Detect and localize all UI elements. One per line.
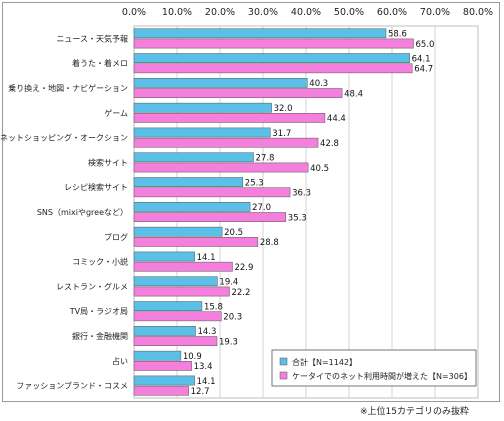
category-label: TV局・ラジオ局 (69, 307, 128, 316)
bar-total (133, 226, 223, 237)
category-label: 着うた・着メロ (72, 58, 128, 68)
bar-increased (133, 212, 287, 222)
category-label: ゲーム (104, 108, 128, 118)
data-label: 64.7 (414, 65, 433, 75)
category-label: 銀行・金融機関 (72, 331, 128, 341)
data-label: 19.4 (219, 278, 238, 288)
category-label: ブログ (104, 232, 128, 242)
data-label: 44.4 (327, 114, 346, 124)
x-tick-label: 20.0% (205, 7, 235, 18)
data-label: 27.0 (252, 203, 271, 213)
bar-total (133, 326, 196, 336)
bar-increased (133, 187, 291, 198)
data-label: 20.3 (223, 313, 242, 323)
x-tick-label: 40.0% (291, 7, 321, 18)
bar-increased (133, 237, 259, 247)
bar-increased (133, 361, 192, 371)
legend (271, 349, 477, 387)
category-label: SNS（mixiやgreeなど） (37, 208, 128, 217)
data-label: 48.4 (344, 89, 363, 99)
bar-total (133, 350, 182, 361)
data-label: 40.5 (310, 164, 329, 174)
bar-total (133, 78, 308, 88)
bar-total (133, 375, 195, 386)
data-label: 64.1 (412, 54, 431, 64)
x-tick-label: 60.0% (377, 7, 407, 18)
data-label: 65.0 (416, 40, 435, 50)
legend-swatch (279, 357, 288, 366)
data-label: 31.7 (272, 129, 291, 139)
footnote: ※上位15カテゴリのみ抜粋 (360, 407, 469, 417)
data-label: 40.3 (309, 79, 328, 89)
bar-increased (133, 261, 233, 272)
category-label: 検索サイト (88, 157, 128, 167)
bar-increased (133, 38, 414, 49)
x-tick-label: 50.0% (334, 7, 364, 18)
bar-total (133, 28, 387, 39)
bar-total (133, 177, 244, 187)
bar-increased (133, 113, 326, 123)
bar-increased (133, 311, 222, 322)
x-tick-label: 10.0% (162, 7, 192, 18)
data-label: 14.1 (197, 377, 216, 387)
bar-total (133, 276, 218, 287)
data-label: 25.3 (245, 178, 264, 188)
data-label: 12.7 (191, 387, 210, 397)
data-label: 14.1 (197, 253, 216, 263)
data-label: 35.3 (288, 213, 307, 223)
bar-total (133, 152, 254, 163)
category-label: ネットショッピング・オークション (0, 133, 128, 143)
bar-increased (133, 162, 309, 173)
bar-increased (133, 63, 413, 74)
legend-swatch (279, 371, 288, 380)
data-label: 14.3 (197, 327, 216, 337)
legend-label: 合計【N=1142】 (292, 357, 357, 367)
bar-total (133, 202, 251, 212)
x-tick-label: 70.0% (420, 7, 450, 18)
bar-total (133, 251, 195, 262)
bar-increased (133, 137, 319, 148)
bar-total (133, 301, 203, 311)
category-label: 乗り換え・地図・ナビゲーション (8, 83, 128, 93)
data-label: 15.8 (204, 302, 223, 312)
category-label: ニュース・天気予報 (56, 33, 128, 43)
category-label: コミック・小説 (72, 257, 128, 267)
data-label: 28.8 (260, 238, 279, 248)
data-label: 42.8 (320, 139, 339, 149)
bar-increased (133, 286, 230, 297)
data-label: 10.9 (183, 352, 202, 362)
data-label: 32.0 (274, 104, 293, 114)
category-label: ファッションブランド・コスメ (16, 381, 128, 391)
bar-total (133, 102, 272, 113)
data-label: 22.9 (234, 263, 253, 273)
data-label: 20.5 (224, 228, 243, 238)
bar-increased (133, 385, 189, 396)
data-label: 36.3 (292, 189, 311, 199)
data-label: 13.4 (194, 362, 213, 372)
category-label: レストラン・グルメ (56, 281, 128, 291)
x-tick-label: 0.0% (122, 7, 146, 18)
x-tick-label: 30.0% (248, 7, 278, 18)
data-label: 22.2 (231, 288, 250, 298)
legend-label: ケータイでのネット利用時間が増えた【N=306】 (292, 371, 472, 381)
data-label: 58.6 (388, 30, 407, 40)
bar-total (133, 53, 410, 63)
bar-increased (133, 336, 218, 346)
bar-total (133, 127, 271, 138)
x-tick-label: 80.0% (463, 7, 493, 18)
bar-increased (133, 88, 343, 98)
data-label: 27.8 (256, 154, 275, 164)
data-label: 19.3 (219, 337, 238, 347)
category-label: レシピ検索サイト (64, 182, 128, 192)
category-label: 占い (112, 356, 128, 366)
